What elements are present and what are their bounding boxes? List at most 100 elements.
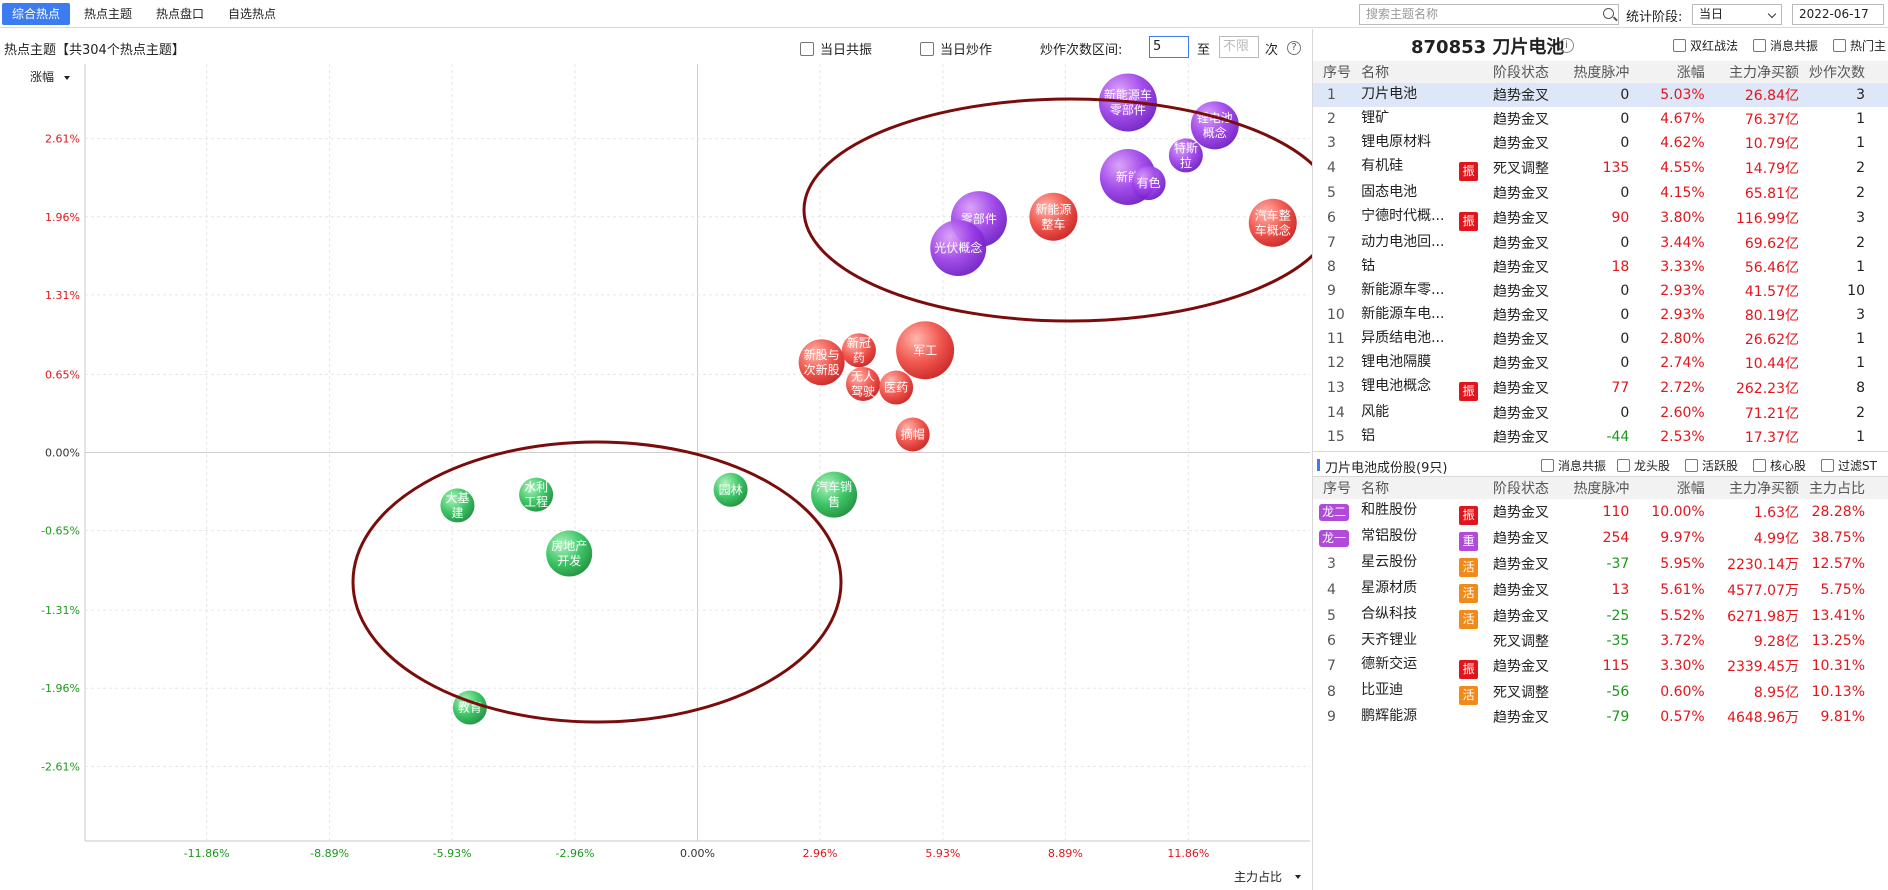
name-text[interactable]: 有机硅 xyxy=(1361,158,1404,174)
table-row[interactable]: 3 星云股份 活趋势金叉 -37 5.95% 2230.14万 12.57% xyxy=(1313,551,1888,577)
table-row[interactable]: 3 锂电原材料 趋势金叉 0 4.62% 10.79亿 1 xyxy=(1313,131,1888,155)
col-status[interactable]: 阶段状态 xyxy=(1491,61,1565,83)
bubble-point[interactable]: 军工 xyxy=(896,321,955,380)
name-text[interactable]: 锂电池概念 xyxy=(1361,378,1432,394)
checkbox-box[interactable] xyxy=(1685,459,1698,472)
name-text[interactable]: 星源材质 xyxy=(1361,580,1418,596)
bubble-point[interactable]: 医药 xyxy=(879,370,914,405)
bubble-circle[interactable] xyxy=(811,471,858,518)
name-text[interactable]: 新能源车电... xyxy=(1361,306,1445,322)
table-row[interactable]: 1 刀片电池 趋势金叉 0 5.03% 26.84亿 3 xyxy=(1313,83,1888,107)
name-text[interactable]: 德新交运 xyxy=(1361,656,1418,672)
range-from-input[interactable]: 5 xyxy=(1149,36,1189,58)
table-row[interactable]: 7 德新交运 振趋势金叉 115 3.30% 2339.45万 10.31% xyxy=(1313,653,1888,679)
name-cell[interactable]: 比亚迪 活 xyxy=(1359,679,1491,705)
range-to-input[interactable]: 不限 xyxy=(1219,36,1259,58)
checkbox-box[interactable] xyxy=(920,41,934,56)
name-text[interactable]: 新能源车零... xyxy=(1361,282,1445,298)
filter-news-resonance[interactable]: 消息共振 xyxy=(1753,37,1818,54)
table-row[interactable]: 4 星源材质 活趋势金叉 13 5.61% 4577.07万 5.75% xyxy=(1313,577,1888,603)
filter-double-red[interactable]: 双红战法 xyxy=(1673,37,1738,54)
bubble-circle[interactable] xyxy=(1131,166,1166,201)
name-text[interactable]: 常铝股份 xyxy=(1361,528,1418,544)
name-text[interactable]: 锂电池隔膜 xyxy=(1361,354,1432,370)
bubble-point[interactable]: 大基建 xyxy=(440,488,475,523)
name-cell[interactable]: 锂电池隔膜 xyxy=(1359,351,1491,375)
table-row[interactable]: 8 比亚迪 活死叉调整 -56 0.60% 8.95亿 10.13% xyxy=(1313,679,1888,705)
y-axis-dropdown-icon[interactable] xyxy=(64,76,70,80)
table-row[interactable]: 12 锂电池隔膜 趋势金叉 0 2.74% 10.44亿 1 xyxy=(1313,351,1888,375)
info-icon[interactable]: i xyxy=(1559,38,1574,53)
search-input[interactable]: 搜索主题名称 xyxy=(1359,4,1619,25)
checkbox-box[interactable] xyxy=(1833,39,1846,52)
name-text[interactable]: 天齐锂业 xyxy=(1361,632,1418,648)
table-row[interactable]: 4 有机硅 振死叉调整 135 4.55% 14.79亿 2 xyxy=(1313,155,1888,181)
name-cell[interactable]: 鹏辉能源 xyxy=(1359,705,1491,729)
resonance-checkbox[interactable]: 当日共振 xyxy=(800,39,872,58)
filter-hot-main[interactable]: 热门主 xyxy=(1833,37,1886,54)
table-row[interactable]: 6 天齐锂业 死叉调整 -35 3.72% 9.28亿 13.25% xyxy=(1313,629,1888,653)
bubble-point[interactable]: 锂电池概念 xyxy=(1190,101,1239,150)
name-cell[interactable]: 合纵科技 活 xyxy=(1359,603,1491,629)
bubble-circle[interactable] xyxy=(879,370,914,405)
name-cell[interactable]: 锂电池概念 振 xyxy=(1359,375,1491,401)
filter-active[interactable]: 活跃股 xyxy=(1685,457,1738,474)
name-cell[interactable]: 新能源车电... xyxy=(1359,303,1491,327)
table-row[interactable]: 9 鹏辉能源 趋势金叉 -79 0.57% 4648.96万 9.81% xyxy=(1313,705,1888,729)
bubble-point[interactable]: 摘帽 xyxy=(895,417,930,452)
name-cell[interactable]: 星源材质 活 xyxy=(1359,577,1491,603)
bubble-circle[interactable] xyxy=(896,321,955,380)
name-text[interactable]: 鹏辉能源 xyxy=(1361,708,1418,724)
bubble-circle[interactable] xyxy=(1168,138,1203,173)
name-cell[interactable]: 锂电原材料 xyxy=(1359,131,1491,155)
name-text[interactable]: 铝 xyxy=(1361,428,1376,444)
bubble-circle[interactable] xyxy=(546,530,593,577)
col-pulse[interactable]: 热度脉冲 xyxy=(1564,61,1632,83)
name-cell[interactable]: 固态电池 xyxy=(1359,181,1491,205)
name-text[interactable]: 风能 xyxy=(1361,404,1390,420)
checkbox-box[interactable] xyxy=(800,41,814,56)
table-row[interactable]: 15 铝 趋势金叉 -44 2.53% 17.37亿 1 xyxy=(1313,425,1888,449)
col-pulse[interactable]: 热度脉冲 xyxy=(1564,477,1632,499)
tab-hot-market[interactable]: 热点盘口 xyxy=(156,7,205,21)
name-text[interactable]: 动力电池回... xyxy=(1361,234,1445,250)
col-index[interactable]: 序号 xyxy=(1313,477,1360,499)
table-row[interactable]: 8 钴 趋势金叉 18 3.33% 56.46亿 1 xyxy=(1313,255,1888,279)
name-cell[interactable]: 异质结电池... xyxy=(1359,327,1491,351)
filter-st[interactable]: 过滤ST xyxy=(1821,457,1877,474)
name-text[interactable]: 锂矿 xyxy=(1361,110,1390,126)
checkbox-box[interactable] xyxy=(1673,39,1686,52)
bubble-point[interactable]: 光伏概念 xyxy=(930,220,987,277)
checkbox-box[interactable] xyxy=(1753,459,1766,472)
name-cell[interactable]: 钴 xyxy=(1359,255,1491,279)
bubble-circle[interactable] xyxy=(930,220,987,277)
filter-leader[interactable]: 龙头股 xyxy=(1617,457,1670,474)
bubble-point[interactable]: 新冠药 xyxy=(841,333,876,368)
bubble-circle[interactable] xyxy=(440,488,475,523)
col-index[interactable]: 序号 xyxy=(1313,61,1360,83)
table-row[interactable]: 10 新能源车电... 趋势金叉 0 2.93% 80.19亿 3 xyxy=(1313,303,1888,327)
bubble-circle[interactable] xyxy=(1029,192,1078,241)
x-axis-dropdown-icon[interactable] xyxy=(1295,875,1301,879)
name-cell[interactable]: 德新交运 振 xyxy=(1359,653,1491,679)
tab-hot-themes[interactable]: 热点主题 xyxy=(84,7,133,21)
tab-watchlist-hot[interactable]: 自选热点 xyxy=(228,7,277,21)
name-text[interactable]: 刀片电池 xyxy=(1361,86,1418,102)
bubble-point[interactable]: 有色 xyxy=(1131,166,1166,201)
help-icon[interactable]: ? xyxy=(1287,41,1301,55)
date-picker[interactable]: 2022-06-17 xyxy=(1792,4,1884,25)
col-net-buy[interactable]: 主力净买额 xyxy=(1706,477,1801,499)
col-times[interactable]: 炒作次数 xyxy=(1800,61,1888,83)
filter-news[interactable]: 消息共振 xyxy=(1541,457,1606,474)
speculation-checkbox[interactable]: 当日炒作 xyxy=(920,39,992,58)
table-row[interactable]: 7 动力电池回... 趋势金叉 0 3.44% 69.62亿 2 xyxy=(1313,231,1888,255)
name-text[interactable]: 固态电池 xyxy=(1361,184,1418,200)
stat-period-select[interactable]: 当日 xyxy=(1692,4,1782,25)
bubble-circle[interactable] xyxy=(798,339,845,386)
col-change[interactable]: 涨幅 xyxy=(1631,61,1707,83)
